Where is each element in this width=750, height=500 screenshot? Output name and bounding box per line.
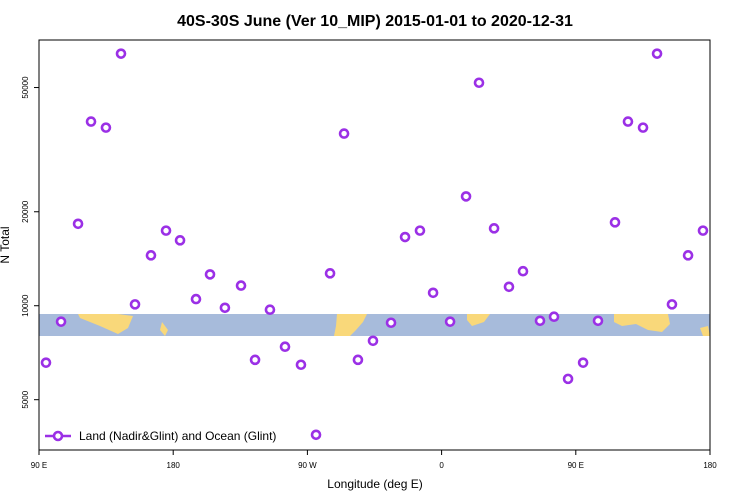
plot-frame bbox=[38, 39, 711, 451]
point bbox=[115, 48, 127, 59]
point bbox=[219, 302, 231, 314]
point bbox=[72, 218, 84, 230]
point bbox=[473, 77, 485, 89]
x-tick-label: 180 bbox=[703, 461, 717, 470]
point bbox=[682, 250, 694, 261]
point bbox=[651, 48, 663, 59]
point bbox=[577, 357, 589, 368]
y-tick-label: 10000 bbox=[21, 294, 30, 317]
land-ocean-strip bbox=[39, 314, 710, 336]
point bbox=[517, 265, 529, 277]
legend-marker bbox=[52, 430, 64, 442]
point bbox=[367, 335, 379, 347]
x-tick-label: 90 W bbox=[298, 461, 317, 470]
point bbox=[609, 217, 621, 228]
point bbox=[414, 225, 426, 236]
x-tick-label: 180 bbox=[167, 461, 181, 470]
y-tick-label: 5000 bbox=[21, 390, 30, 408]
point bbox=[488, 223, 500, 234]
point bbox=[352, 354, 364, 366]
point bbox=[204, 269, 216, 280]
legend-label: Land (Nadir&Glint) and Ocean (Glint) bbox=[79, 429, 276, 443]
point bbox=[562, 373, 574, 385]
point bbox=[427, 287, 439, 299]
y-tick-label: 20000 bbox=[21, 200, 30, 223]
x-axis-label: Longitude (deg E) bbox=[327, 477, 422, 491]
point bbox=[385, 317, 397, 329]
point bbox=[249, 354, 261, 366]
x-tick-label: 0 bbox=[439, 461, 444, 470]
point bbox=[460, 191, 472, 202]
point bbox=[310, 429, 322, 441]
point bbox=[622, 116, 634, 127]
point bbox=[637, 122, 649, 133]
point bbox=[295, 359, 307, 371]
point bbox=[592, 315, 604, 327]
point bbox=[129, 299, 141, 310]
point bbox=[40, 357, 52, 368]
point bbox=[85, 116, 97, 127]
point bbox=[324, 268, 336, 279]
y-tick-label: 50000 bbox=[21, 76, 30, 99]
x-tick-label: 90 E bbox=[31, 461, 47, 470]
point bbox=[534, 315, 546, 327]
point bbox=[503, 281, 515, 293]
x-tick-label: 90 E bbox=[568, 461, 584, 470]
point bbox=[444, 316, 456, 327]
chart-title: 40S-30S June (Ver 10_MIP) 2015-01-01 to … bbox=[177, 13, 573, 30]
point bbox=[264, 304, 276, 316]
point bbox=[190, 293, 202, 305]
y-axis-label: N Total bbox=[0, 226, 12, 263]
point bbox=[338, 128, 350, 139]
point bbox=[279, 341, 291, 353]
point bbox=[160, 225, 172, 236]
point bbox=[145, 250, 157, 261]
point bbox=[399, 231, 411, 243]
point bbox=[100, 122, 112, 133]
point bbox=[666, 299, 678, 310]
point bbox=[55, 316, 67, 327]
point bbox=[174, 235, 186, 246]
point bbox=[548, 311, 560, 323]
point bbox=[235, 280, 247, 291]
point bbox=[697, 225, 709, 236]
